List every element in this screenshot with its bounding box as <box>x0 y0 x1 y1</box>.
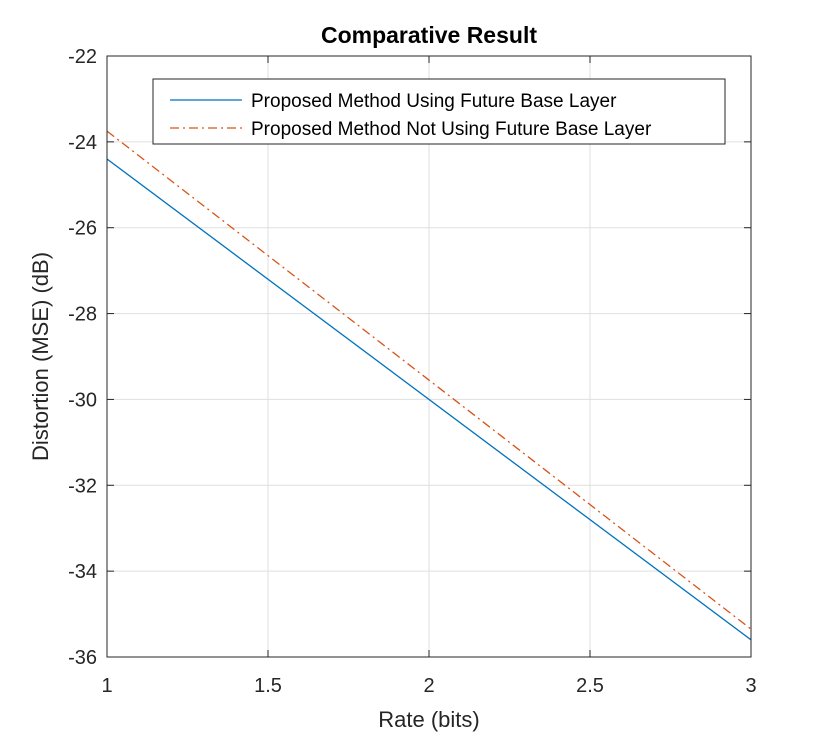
x-tick-label: 1 <box>101 675 112 697</box>
y-axis-label: Distortion (MSE) (dB) <box>28 252 53 461</box>
y-tick-label: -34 <box>68 561 97 583</box>
y-tick-label: -32 <box>68 475 97 497</box>
series-line-2 <box>106 130 752 630</box>
grid <box>106 55 752 658</box>
x-tick-label: 1.5 <box>254 675 282 697</box>
x-tick-label: 2.5 <box>576 675 604 697</box>
y-tick-label: -24 <box>68 132 97 154</box>
y-tick-label: -28 <box>68 304 97 326</box>
y-tick-label: -36 <box>68 647 97 669</box>
y-tick-label: -26 <box>68 218 97 240</box>
series-line-1 <box>106 158 752 641</box>
axis-ticks: 1 1.5 2 2.5 3 -36 -34 -32 -30 -28 -26 -24 -22 <box>68 46 756 697</box>
legend-label-series-1: Proposed Method Using Future Base Layer <box>251 91 617 112</box>
x-tick-label: 3 <box>745 675 756 697</box>
y-tick-label: -30 <box>68 389 97 411</box>
legend-label-series-2: Proposed Method Not Using Future Base La… <box>251 119 652 140</box>
x-axis-label: Rate (bits) <box>378 707 479 732</box>
legend-box <box>152 78 726 145</box>
series-lines <box>106 130 752 641</box>
legend: Proposed Method Using Future Base Layer … <box>152 78 726 145</box>
y-tick-label: -22 <box>68 46 97 68</box>
chart-title: Comparative Result <box>321 22 537 48</box>
x-tick-label: 2 <box>423 675 434 697</box>
